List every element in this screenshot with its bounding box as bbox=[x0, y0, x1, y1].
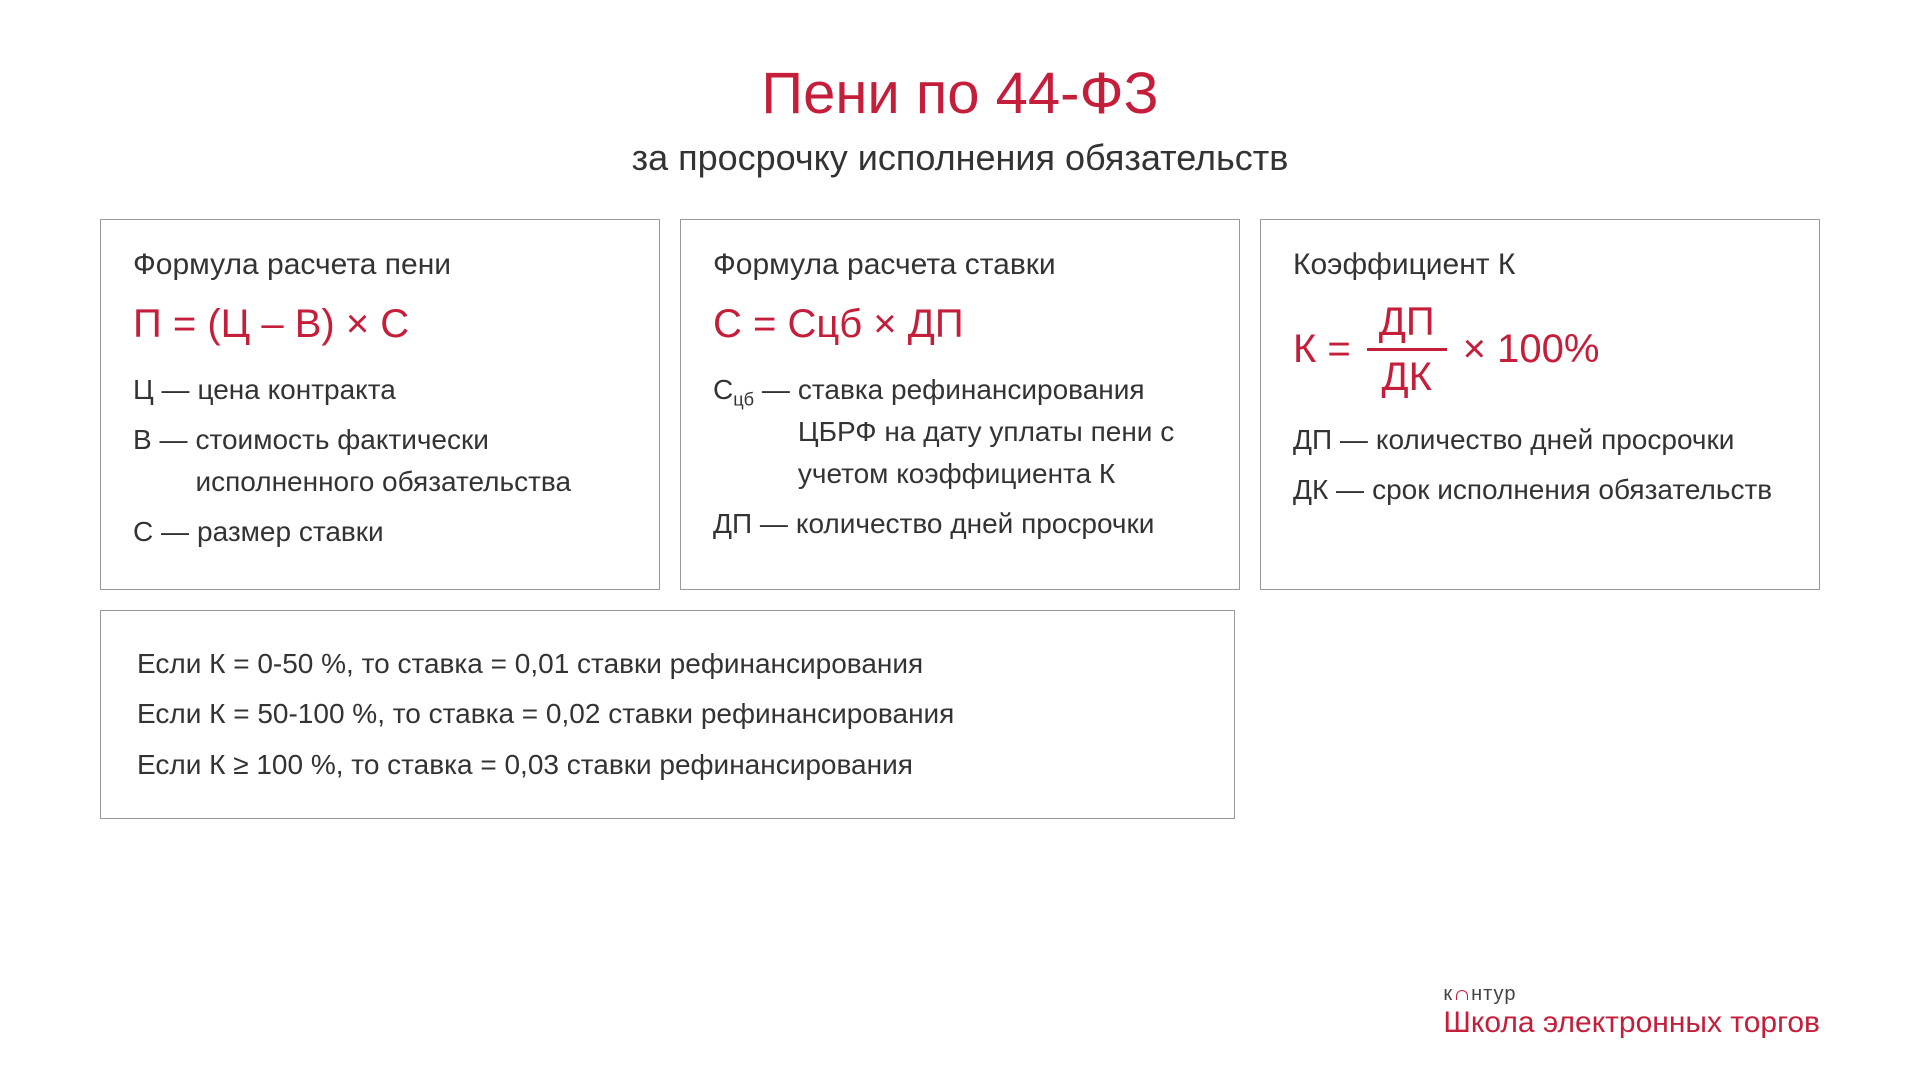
condition-line: Если К ≥ 100 %, то ставка = 0,03 ставки … bbox=[137, 740, 1198, 790]
conditions-box: Если К = 0-50 %, то ставка = 0,01 ставки… bbox=[100, 610, 1235, 819]
card-penalty: Формула расчета пени П = (Ц – В) × С Ц —… bbox=[100, 219, 660, 590]
card-penalty-formula: П = (Ц – В) × С bbox=[133, 302, 627, 347]
cards-row: Формула расчета пени П = (Ц – В) × С Ц —… bbox=[100, 219, 1820, 590]
page-subtitle: за просрочку исполнения обязательств bbox=[100, 137, 1820, 179]
brand-pre: к bbox=[1443, 983, 1453, 1006]
card-penalty-title: Формула расчета пени bbox=[133, 248, 627, 282]
def-symbol: С — bbox=[133, 511, 189, 553]
def-item: ДП — количество дней просрочки bbox=[713, 503, 1207, 545]
card-rate-formula: С = Сцб × ДП bbox=[713, 302, 1207, 347]
def-item: В — стоимость фактически исполненного об… bbox=[133, 419, 627, 503]
brand-large: Школа электронных торгов bbox=[1443, 1006, 1820, 1040]
card-rate: Формула расчета ставки С = Сцб × ДП Сцб … bbox=[680, 219, 1240, 590]
condition-line: Если К = 50-100 %, то ставка = 0,02 став… bbox=[137, 689, 1198, 739]
card-penalty-defs: Ц — цена контракта В — стоимость фактиче… bbox=[133, 369, 627, 553]
def-text: ставка рефинансирования ЦБРФ на дату упл… bbox=[790, 369, 1207, 495]
fraction-denominator: ДК bbox=[1370, 351, 1444, 397]
def-symbol: ДП — bbox=[1293, 419, 1368, 461]
def-item: ДК — срок исполнения обязательств bbox=[1293, 469, 1787, 511]
condition-line: Если К = 0-50 %, то ставка = 0,01 ставки… bbox=[137, 639, 1198, 689]
def-text: размер ставки bbox=[189, 511, 384, 553]
brand-small: к нтур bbox=[1443, 983, 1820, 1006]
card-coeff-title: Коэффициент К bbox=[1293, 248, 1787, 282]
page-title: Пени по 44-ФЗ bbox=[100, 60, 1820, 127]
card-coeff-defs: ДП — количество дней просрочки ДК — срок… bbox=[1293, 419, 1787, 511]
fraction-numerator: ДП bbox=[1367, 302, 1447, 351]
formula-suffix: × 100% bbox=[1463, 327, 1600, 372]
formula-lhs: К = bbox=[1293, 327, 1351, 372]
header: Пени по 44-ФЗ за просрочку исполнения об… bbox=[100, 60, 1820, 179]
def-symbol: Сцб — bbox=[713, 369, 790, 495]
def-item: ДП — количество дней просрочки bbox=[1293, 419, 1787, 461]
card-rate-title: Формула расчета ставки bbox=[713, 248, 1207, 282]
card-rate-defs: Сцб — ставка рефинансирования ЦБРФ на да… bbox=[713, 369, 1207, 545]
def-item: С — размер ставки bbox=[133, 511, 627, 553]
def-item: Ц — цена контракта bbox=[133, 369, 627, 411]
def-text: количество дней просрочки bbox=[788, 503, 1155, 545]
formula-fraction: ДП ДК bbox=[1367, 302, 1447, 397]
brand-dot-icon bbox=[1456, 990, 1468, 1000]
def-text: срок исполнения обязательств bbox=[1364, 469, 1772, 511]
card-coeff-formula: К = ДП ДК × 100% bbox=[1293, 302, 1787, 397]
def-text: количество дней просрочки bbox=[1368, 419, 1735, 461]
def-symbol: ДП — bbox=[713, 503, 788, 545]
def-symbol: Ц — bbox=[133, 369, 190, 411]
footer-brand: к нтур Школа электронных торгов bbox=[1443, 983, 1820, 1040]
def-symbol: В — bbox=[133, 419, 187, 503]
card-coeff: Коэффициент К К = ДП ДК × 100% ДП — коли… bbox=[1260, 219, 1820, 590]
def-symbol: ДК — bbox=[1293, 469, 1364, 511]
def-text: стоимость фактически исполненного обязат… bbox=[187, 419, 627, 503]
def-text: цена контракта bbox=[190, 369, 396, 411]
brand-post: нтур bbox=[1471, 983, 1516, 1006]
def-item: Сцб — ставка рефинансирования ЦБРФ на да… bbox=[713, 369, 1207, 495]
